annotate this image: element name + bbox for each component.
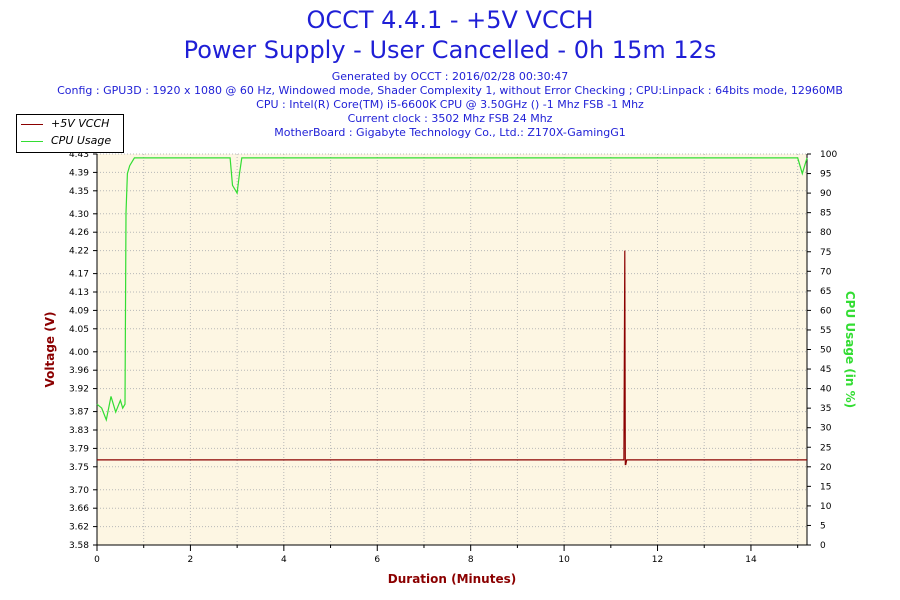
y2-tick-label: 95 bbox=[820, 170, 831, 180]
y2-tick-label: 10 bbox=[820, 502, 832, 512]
y2-tick-label: 80 bbox=[820, 228, 832, 238]
y2-tick-label: 30 bbox=[820, 424, 832, 434]
motherboard-line: MotherBoard : Gigabyte Technology Co., L… bbox=[274, 126, 626, 139]
chart-subtitle: Power Supply - User Cancelled - 0h 15m 1… bbox=[183, 36, 717, 64]
y2-tick-label: 40 bbox=[820, 385, 832, 395]
y2-tick-label: 60 bbox=[820, 306, 832, 316]
x-tick-label: 14 bbox=[745, 555, 757, 565]
y2-tick-label: 85 bbox=[820, 209, 831, 219]
legend-item-voltage: +5V VCCH bbox=[21, 117, 109, 133]
generated-line: Generated by OCCT : 2016/02/28 00:30:47 bbox=[331, 70, 569, 83]
x-tick-label: 8 bbox=[468, 555, 474, 565]
y2-tick-label: 35 bbox=[820, 404, 831, 414]
y2-tick-label: 50 bbox=[820, 346, 832, 356]
legend-swatch-cpu bbox=[21, 140, 43, 142]
y-tick-label: 4.05 bbox=[69, 325, 89, 335]
x-tick-label: 10 bbox=[558, 555, 570, 565]
y2-tick-label: 25 bbox=[820, 443, 831, 453]
y2-axis-label: CPU Usage (in %) bbox=[843, 291, 857, 408]
y-tick-label: 4.17 bbox=[69, 270, 89, 280]
y2-tick-label: 100 bbox=[820, 150, 837, 160]
y-tick-label: 3.87 bbox=[69, 408, 89, 418]
clock-line: Current clock : 3502 Mhz FSB 24 Mhz bbox=[347, 112, 553, 125]
y-tick-label: 3.75 bbox=[69, 463, 89, 473]
chart-title: OCCT 4.4.1 - +5V VCCH bbox=[306, 6, 594, 34]
y2-tick-label: 45 bbox=[820, 365, 831, 375]
x-tick-label: 12 bbox=[652, 555, 663, 565]
y-tick-label: 4.35 bbox=[69, 187, 89, 197]
y2-tick-label: 55 bbox=[820, 326, 831, 336]
legend-item-cpu: CPU Usage bbox=[21, 134, 111, 150]
series-cpu-usage-line bbox=[96, 157, 808, 423]
y2-tick-label: 5 bbox=[820, 521, 826, 531]
y-tick-label: 4.22 bbox=[69, 247, 89, 257]
config-line: Config : GPU3D : 1920 x 1080 @ 60 Hz, Wi… bbox=[57, 84, 843, 97]
x-tick-label: 0 bbox=[94, 555, 100, 565]
y2-tick-label: 75 bbox=[820, 248, 831, 258]
x-tick-label: 6 bbox=[374, 555, 380, 565]
y-tick-label: 4.39 bbox=[69, 168, 89, 178]
legend: +5V VCCH CPU Usage bbox=[16, 114, 124, 153]
y2-tick-label: 70 bbox=[820, 267, 832, 277]
series-voltage-line bbox=[97, 250, 807, 466]
y2-tick-label: 0 bbox=[820, 541, 826, 551]
legend-label-voltage: +5V VCCH bbox=[51, 117, 110, 130]
y-tick-label: 3.62 bbox=[69, 523, 89, 533]
y-tick-label: 3.83 bbox=[69, 426, 89, 436]
x-axis-label: Duration (Minutes) bbox=[388, 572, 516, 586]
y-tick-label: 4.30 bbox=[69, 210, 89, 220]
cpu-line: CPU : Intel(R) Core(TM) i5-6600K CPU @ 3… bbox=[256, 98, 644, 111]
y-tick-label: 4.43 bbox=[69, 150, 89, 160]
y-tick-label: 3.66 bbox=[69, 504, 89, 514]
y-tick-label: 4.09 bbox=[69, 306, 89, 316]
y2-tick-label: 65 bbox=[820, 287, 831, 297]
y-tick-label: 4.00 bbox=[69, 348, 89, 358]
y2-tick-label: 90 bbox=[820, 189, 832, 199]
y-tick-label: 3.79 bbox=[69, 444, 89, 454]
y-tick-label: 4.26 bbox=[69, 228, 89, 238]
legend-label-cpu: CPU Usage bbox=[51, 134, 112, 147]
x-tick-label: 4 bbox=[281, 555, 287, 565]
x-tick-label: 2 bbox=[188, 555, 194, 565]
y2-tick-label: 15 bbox=[820, 482, 831, 492]
y-axis-label: Voltage (V) bbox=[43, 312, 57, 388]
y-tick-label: 4.13 bbox=[69, 288, 89, 298]
y-tick-label: 3.92 bbox=[69, 385, 89, 395]
y-tick-label: 3.70 bbox=[69, 486, 89, 496]
y-tick-label: 3.58 bbox=[69, 541, 89, 551]
plot-area bbox=[97, 154, 807, 545]
y2-tick-label: 20 bbox=[820, 463, 832, 473]
legend-swatch-voltage bbox=[21, 123, 43, 125]
y-tick-label: 3.96 bbox=[69, 366, 89, 376]
